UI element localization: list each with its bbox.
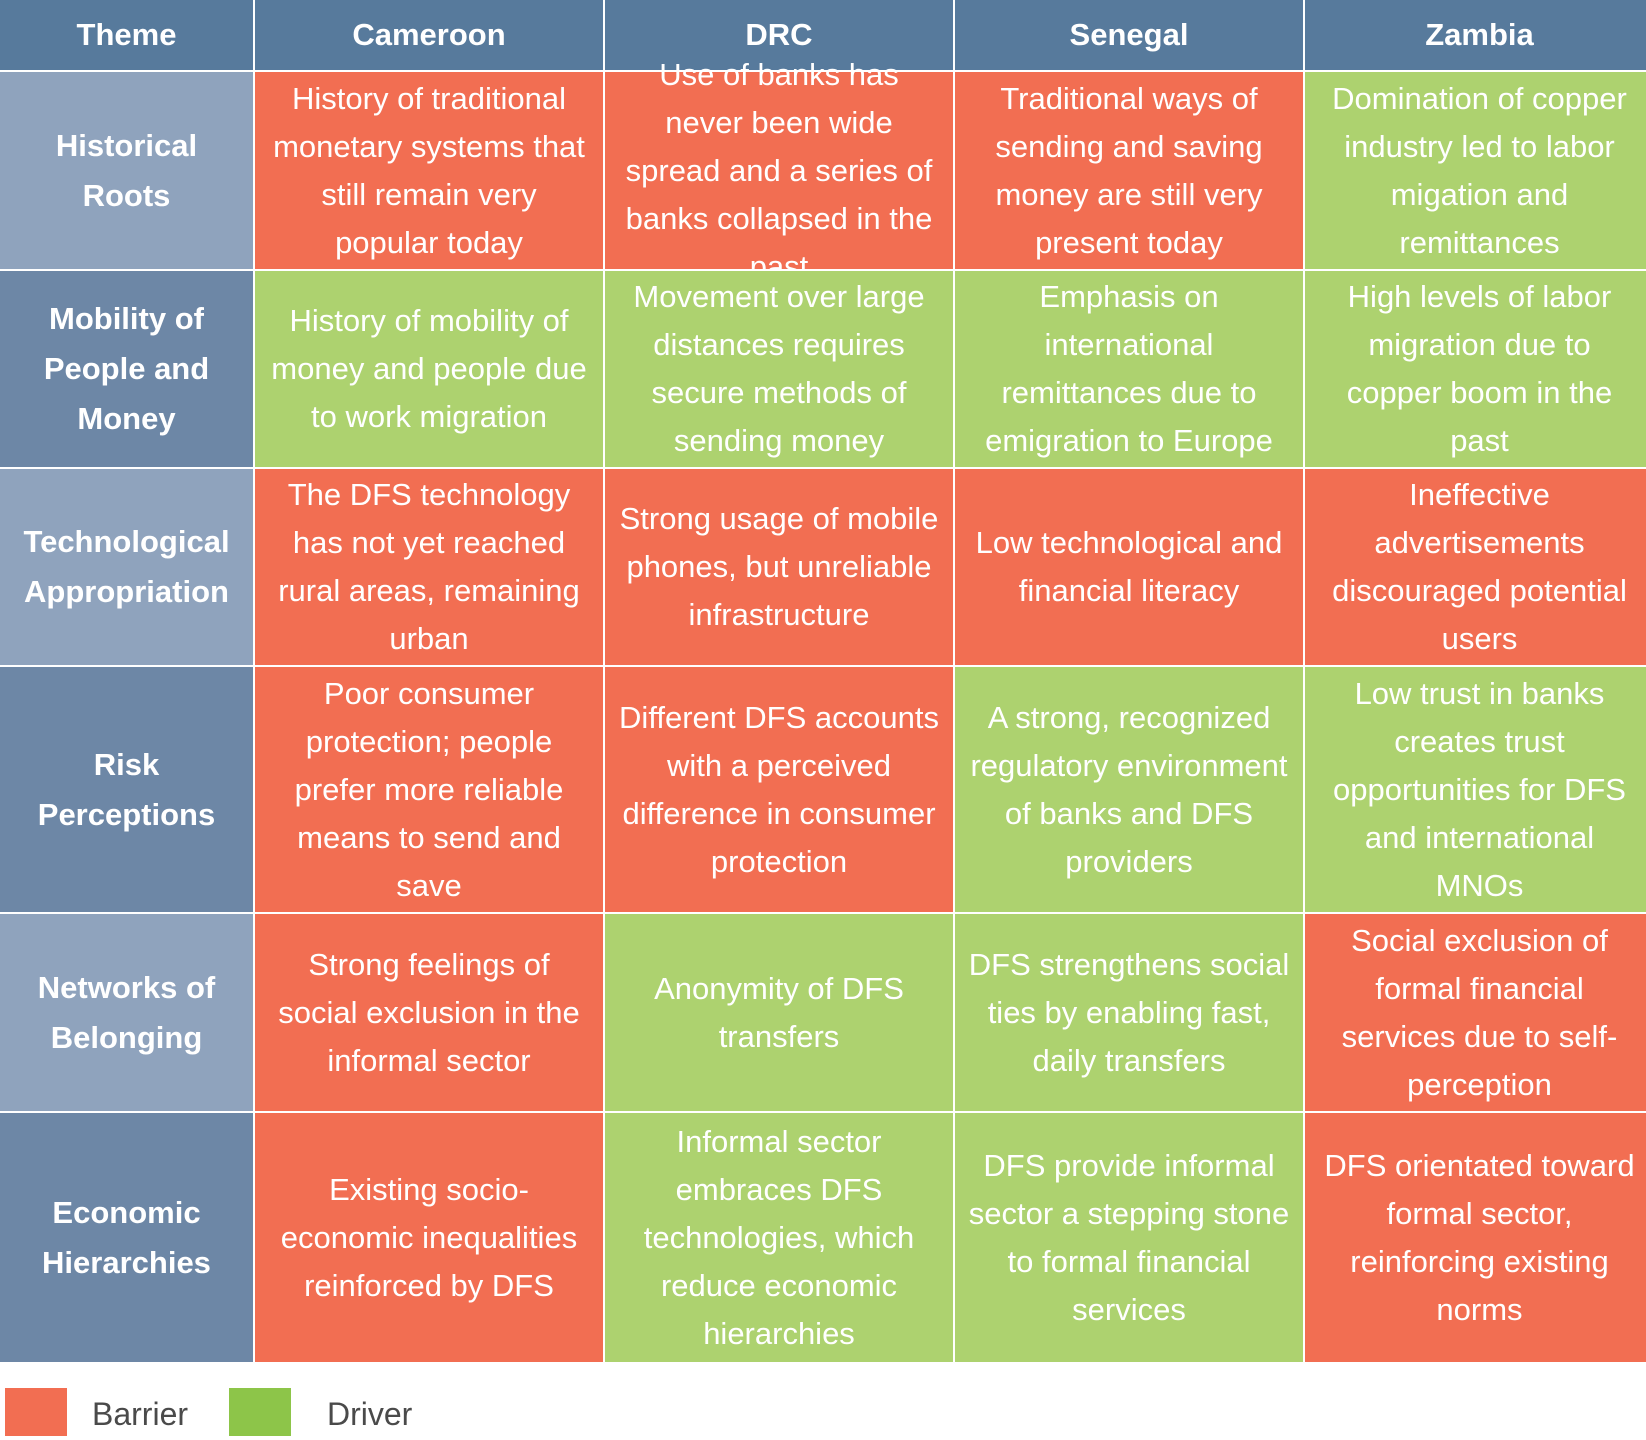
theme-mobility: Mobility of People and Money — [0, 271, 253, 467]
table-cell: Different DFS accounts with a perceived … — [605, 667, 953, 912]
table-cell: A strong, recognized regulatory environm… — [955, 667, 1303, 912]
theme-risk-perceptions: Risk Perceptions — [0, 667, 253, 912]
themes-table: Theme Cameroon DRC Senegal Zambia Histor… — [0, 0, 1646, 1362]
table-cell: The DFS technology has not yet reached r… — [255, 469, 603, 665]
legend-driver-label: Driver — [327, 1396, 413, 1432]
table-cell: Domination of copper industry led to lab… — [1305, 72, 1646, 269]
header-zambia: Zambia — [1305, 0, 1646, 70]
theme-networks-of-belonging: Networks of Belonging — [0, 914, 253, 1111]
table-cell: Social exclusion of formal financial ser… — [1305, 914, 1646, 1111]
table-cell: High levels of labor migration due to co… — [1305, 271, 1646, 467]
table-cell: Traditional ways of sending and saving m… — [955, 72, 1303, 269]
header-cameroon: Cameroon — [255, 0, 603, 70]
theme-technological-appropriation: Technological Appropriation — [0, 469, 253, 665]
driver-swatch — [229, 1388, 291, 1436]
table-cell: Emphasis on international remittances du… — [955, 271, 1303, 467]
header-senegal: Senegal — [955, 0, 1303, 70]
theme-economic-hierarchies: Economic Hierarchies — [0, 1113, 253, 1362]
table-cell: Informal sector embraces DFS technologie… — [605, 1113, 953, 1362]
header-drc: DRC — [605, 0, 953, 70]
legend-barrier-label: Barrier — [92, 1396, 189, 1432]
table-cell: Strong feelings of social exclusion in t… — [255, 914, 603, 1111]
table-cell: Use of banks has never been wide spread … — [605, 57, 953, 284]
table-cell: Low technological and financial literacy — [955, 469, 1303, 665]
theme-historical-roots: Historical Roots — [0, 72, 253, 269]
table-cell: Anonymity of DFS transfers — [605, 914, 953, 1111]
table-cell: Ineffective advertisements discouraged p… — [1305, 469, 1646, 665]
table-cell: Low trust in banks creates trust opportu… — [1305, 667, 1646, 912]
table-cell: DFS orientated toward formal sector, rei… — [1305, 1113, 1646, 1362]
header-theme: Theme — [0, 0, 253, 70]
table-cell: DFS provide informal sector a stepping s… — [955, 1113, 1303, 1362]
table-cell: History of traditional monetary systems … — [255, 72, 603, 269]
barrier-swatch — [5, 1388, 67, 1436]
table-cell: History of mobility of money and people … — [255, 271, 603, 467]
table-cell: Existing socio-economic inequalities rei… — [255, 1113, 603, 1362]
table-cell: Strong usage of mobile phones, but unrel… — [605, 469, 953, 665]
table-cell: Movement over large distances requires s… — [605, 271, 953, 467]
table-cell: Poor consumer protection; people prefer … — [255, 667, 603, 912]
legend: Barrier Driver — [0, 1388, 1646, 1438]
table-cell: DFS strengthens social ties by enabling … — [955, 914, 1303, 1111]
